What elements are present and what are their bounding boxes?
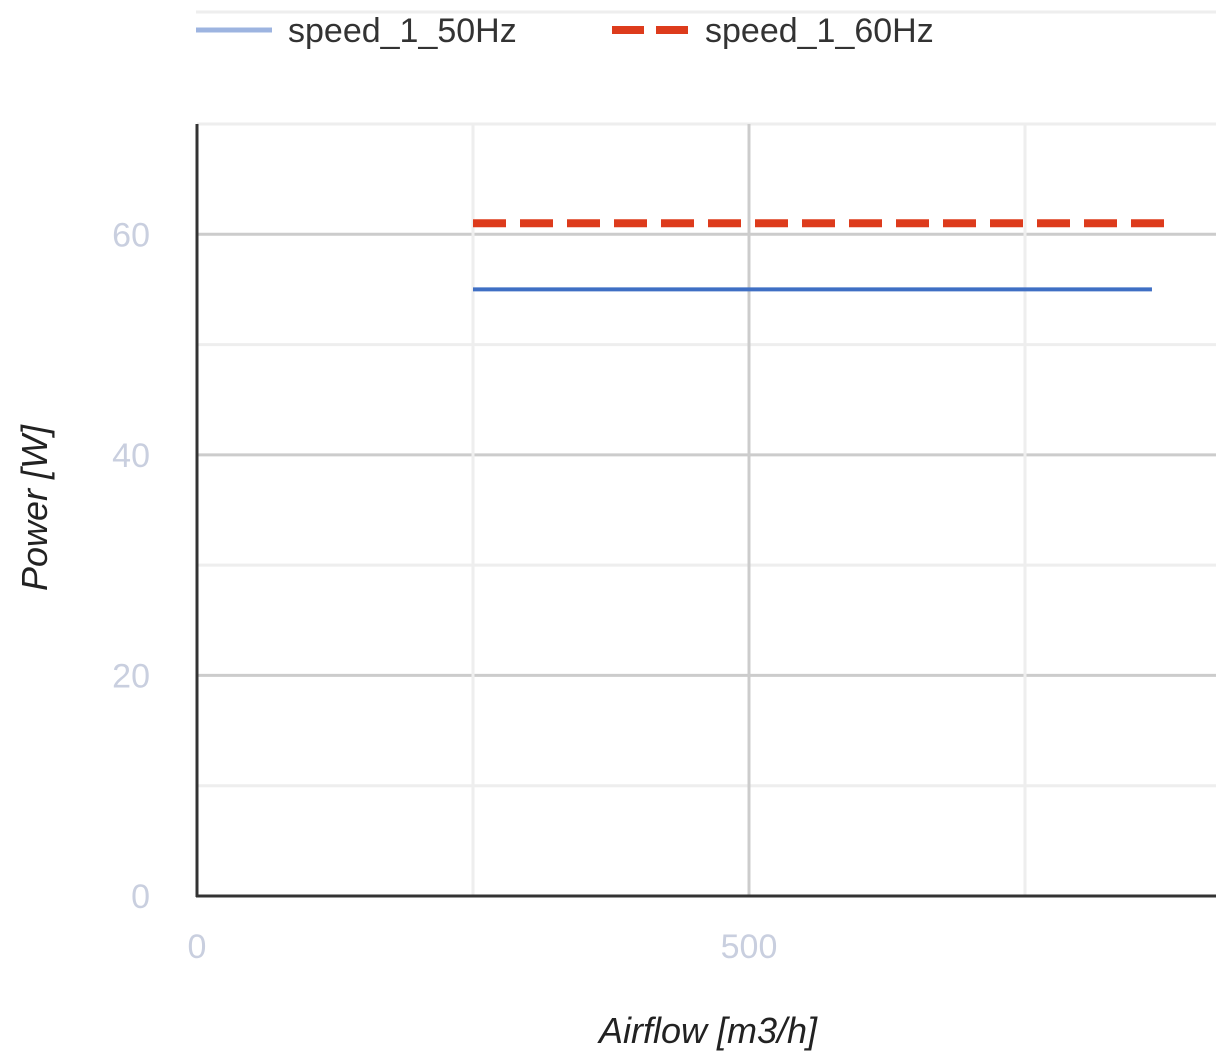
y-tick-label: 0 xyxy=(131,878,150,916)
legend-label: speed_1_50Hz xyxy=(288,12,517,50)
x-tick-label: 0 xyxy=(188,928,207,966)
grid xyxy=(197,122,1216,896)
y-tick-label: 60 xyxy=(112,216,150,254)
legend: speed_1_50Hz speed_1_60Hz xyxy=(196,12,934,50)
x-axis-title: Airflow [m3/h] xyxy=(597,1010,818,1051)
tick-labels: 0 20 40 60 0 500 xyxy=(112,216,777,966)
y-tick-label: 20 xyxy=(112,657,150,695)
legend-label: speed_1_60Hz xyxy=(705,12,934,50)
y-axis-title: Power [W] xyxy=(14,424,55,591)
y-tick-label: 40 xyxy=(112,437,150,475)
x-tick-label: 500 xyxy=(721,928,778,966)
axes xyxy=(195,124,1216,898)
series-lines xyxy=(473,219,1169,292)
